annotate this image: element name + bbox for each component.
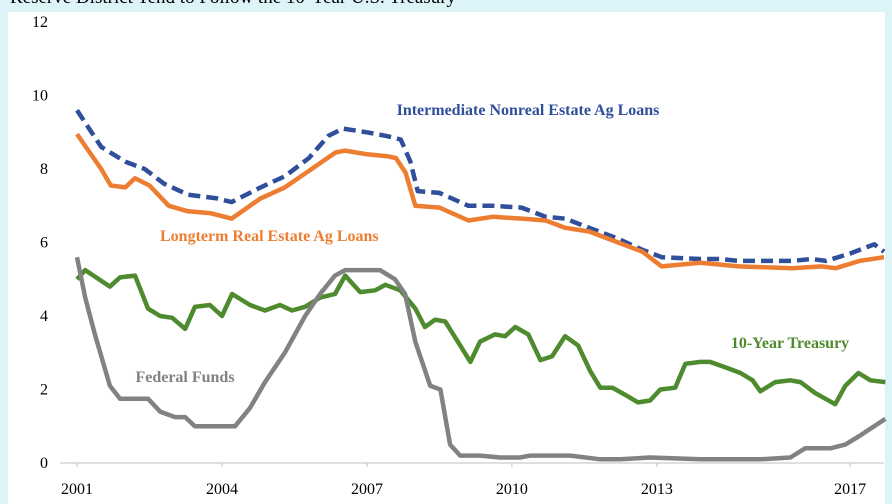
y-tick-label: 0	[40, 455, 48, 472]
x-tick-label: 2007	[351, 481, 383, 498]
x-tick-label: 2001	[61, 481, 93, 498]
x-tick-label: 2010	[496, 481, 528, 498]
y-tick-label: 12	[32, 14, 48, 31]
y-tick-label: 10	[32, 88, 48, 105]
y-tick-label: 6	[40, 235, 48, 252]
series-line	[74, 256, 887, 462]
y-tick-label: 8	[40, 161, 48, 178]
series-line	[75, 267, 886, 407]
x-tick-label: 2004	[206, 481, 238, 498]
x-tick-label: 2017	[834, 481, 866, 498]
series-label: Longterm Real Estate Ag Loans	[160, 228, 379, 245]
series-line	[75, 108, 886, 264]
series-label: Federal Funds	[135, 369, 234, 386]
series-label: Intermediate Nonreal Estate Ag Loans	[397, 102, 660, 119]
chart-title: Reserve District Tend to Follow the 10-Y…	[10, 0, 457, 8]
series-label: 10-Year Treasury	[731, 335, 849, 352]
y-tick-label: 2	[40, 382, 48, 399]
x-tick-label: 2013	[641, 481, 673, 498]
series-line	[75, 132, 885, 271]
y-tick-label: 4	[40, 308, 48, 325]
